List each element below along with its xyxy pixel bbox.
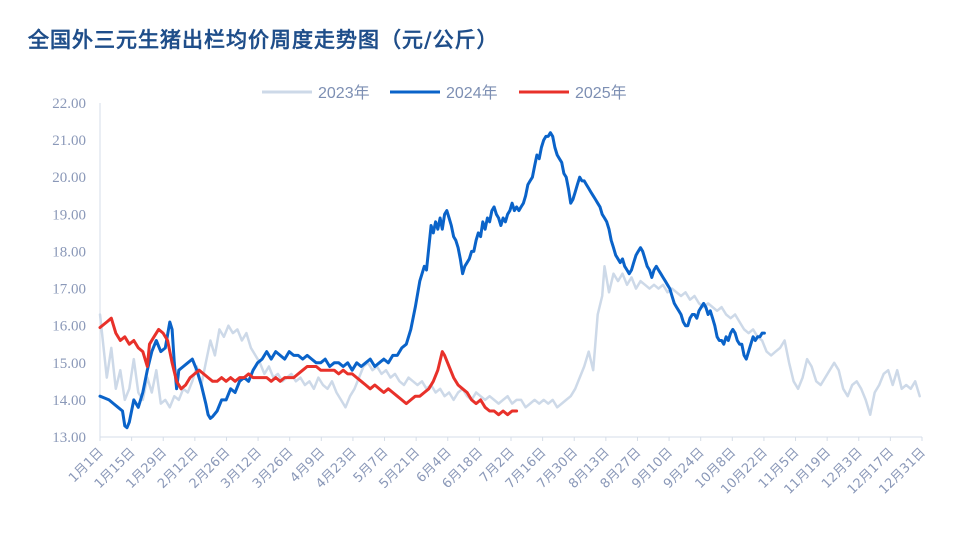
y-tick-label: 15.00	[52, 356, 86, 372]
series-line-2025年	[98, 316, 519, 417]
legend-label: 2023年	[318, 84, 370, 102]
legend-label: 2024年	[446, 84, 498, 102]
series-line-2023年	[98, 265, 921, 416]
y-tick-label: 18.00	[52, 244, 86, 260]
y-tick-label: 17.00	[52, 282, 86, 298]
series-lines	[98, 131, 921, 430]
legend: 2023年 2024年 2025年	[262, 84, 627, 102]
chart-title: 全国外三元生猪出栏均价周度走势图（元/公斤）	[28, 28, 499, 52]
y-tick-label: 22.00	[52, 96, 86, 112]
y-axis-ticks: 22.00 21.00 20.00 19.00 18.00 17.00 16.00 15.00…	[52, 96, 86, 446]
legend-label: 2025年	[575, 84, 627, 102]
y-tick-label: 13.00	[52, 430, 86, 446]
y-tick-label: 14.00	[52, 393, 86, 409]
x-axis-ticks: 1月1日1月15日1月29日2月12日2月26日3月12日3月26日4月9日4月…	[66, 437, 929, 498]
y-tick-label: 20.00	[52, 170, 86, 186]
y-tick-label: 16.00	[52, 319, 86, 335]
y-tick-label: 19.00	[52, 207, 86, 223]
series-line-2024年	[98, 131, 766, 430]
y-tick-label: 21.00	[52, 133, 86, 149]
